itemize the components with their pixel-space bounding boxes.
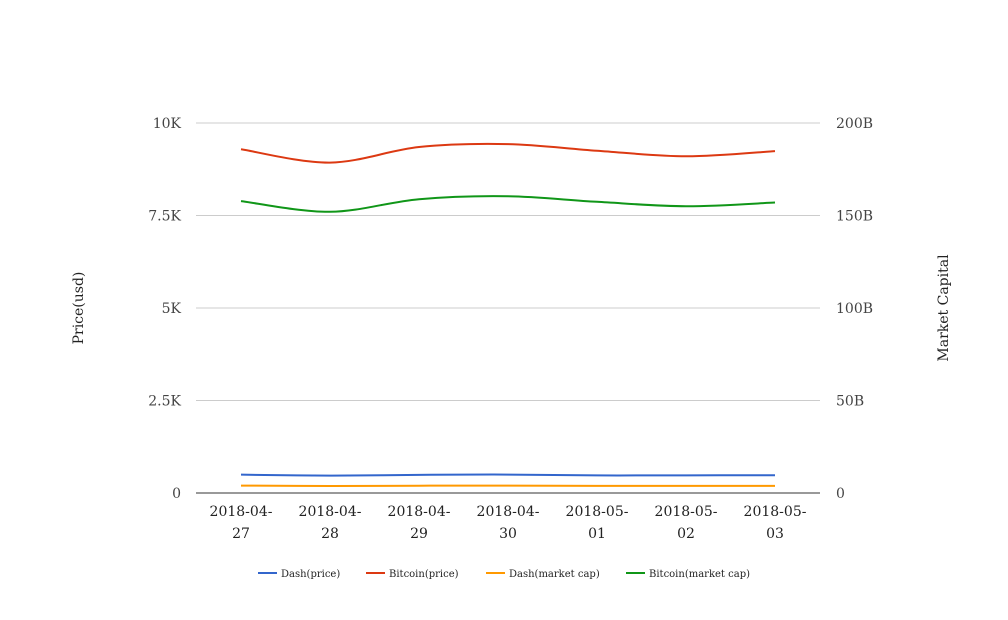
x-tick-label: 2018-05-01	[566, 504, 629, 542]
y-left-axis-title: Price(usd)	[71, 272, 87, 345]
legend-label: Dash(market cap)	[509, 569, 600, 580]
grid-lines	[196, 123, 820, 401]
series-lines	[241, 144, 775, 486]
x-tick-label: 2018-04-29	[388, 504, 451, 542]
legend-item-bitcoin-price[interactable]: Bitcoin(price)	[366, 569, 459, 580]
y-left-tick-label: 10K	[153, 116, 182, 132]
x-tick-label: 2018-04-30	[477, 504, 540, 542]
legend-item-dash-price[interactable]: Dash(price)	[258, 569, 340, 580]
legend[interactable]: Dash(price) Bitcoin(price) Dash(market cap…	[258, 569, 750, 580]
x-tick-label: 2018-04-28	[299, 504, 362, 542]
legend-item-bitcoin-market-cap[interactable]: Bitcoin(market cap)	[626, 569, 750, 580]
x-tick-label: 2018-05-02	[655, 504, 718, 542]
y-left-tick-label: 2.5K	[148, 394, 181, 410]
y-right-tick-label: 50B	[836, 394, 864, 410]
axis-labels: 0 2.5K 5K 7.5K 10K 0 50B 100B 150B 200B 2018-04-27…	[71, 116, 952, 542]
legend-label: Dash(price)	[281, 569, 340, 580]
legend-label: Bitcoin(price)	[389, 569, 459, 580]
y-left-tick-label: 7.5K	[148, 209, 181, 225]
x-tick-label: 2018-05-03	[744, 504, 807, 542]
y-right-tick-label: 0	[836, 486, 845, 502]
y-right-tick-label: 200B	[836, 116, 873, 132]
y-right-axis-title: Market Capital	[936, 254, 952, 362]
y-right-tick-label: 100B	[836, 301, 873, 317]
y-left-tick-label: 5K	[162, 301, 182, 317]
y-right-tick-label: 150B	[836, 209, 873, 225]
legend-label: Bitcoin(market cap)	[649, 569, 750, 580]
x-tick-label: 2018-04-27	[210, 504, 273, 542]
series-line-bitcoin-market-cap	[241, 196, 775, 212]
legend-item-dash-market-cap[interactable]: Dash(market cap)	[486, 569, 600, 580]
series-line-dash-price	[241, 475, 775, 476]
y-left-tick-label: 0	[172, 486, 181, 502]
series-line-bitcoin-price	[241, 144, 775, 163]
